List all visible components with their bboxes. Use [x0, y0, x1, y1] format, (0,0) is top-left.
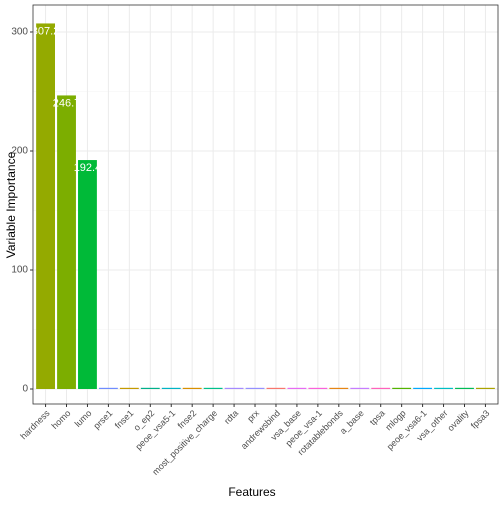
bar [57, 95, 76, 390]
panel-border [32, 4, 499, 405]
bar [287, 387, 307, 390]
bar [266, 387, 286, 390]
bar [182, 387, 202, 390]
value-label: 192.4 [74, 162, 102, 174]
y-tick-label: 200 [11, 146, 28, 157]
bar [476, 387, 495, 390]
bar [329, 387, 349, 390]
bar [119, 387, 139, 390]
y-tick-label: 0 [22, 384, 28, 395]
bar [36, 23, 55, 390]
x-axis-title: Features [228, 485, 275, 499]
y-tick-label: 100 [11, 265, 28, 276]
bar [224, 387, 244, 390]
y-axis-title: Variable Importance [4, 151, 18, 258]
bar [371, 387, 391, 390]
bar [161, 387, 181, 390]
bar [203, 387, 223, 390]
bar [308, 387, 328, 390]
bar [455, 387, 474, 390]
bar [78, 160, 97, 390]
bar [392, 387, 412, 390]
value-label: 246.7 [53, 97, 81, 109]
bar [350, 387, 370, 390]
y-tick-label: 300 [11, 27, 28, 38]
value-label: 307.2 [32, 25, 60, 37]
bar [98, 387, 118, 390]
bar [434, 387, 453, 390]
bar [413, 387, 433, 390]
bar [245, 387, 265, 390]
bar [140, 387, 160, 390]
